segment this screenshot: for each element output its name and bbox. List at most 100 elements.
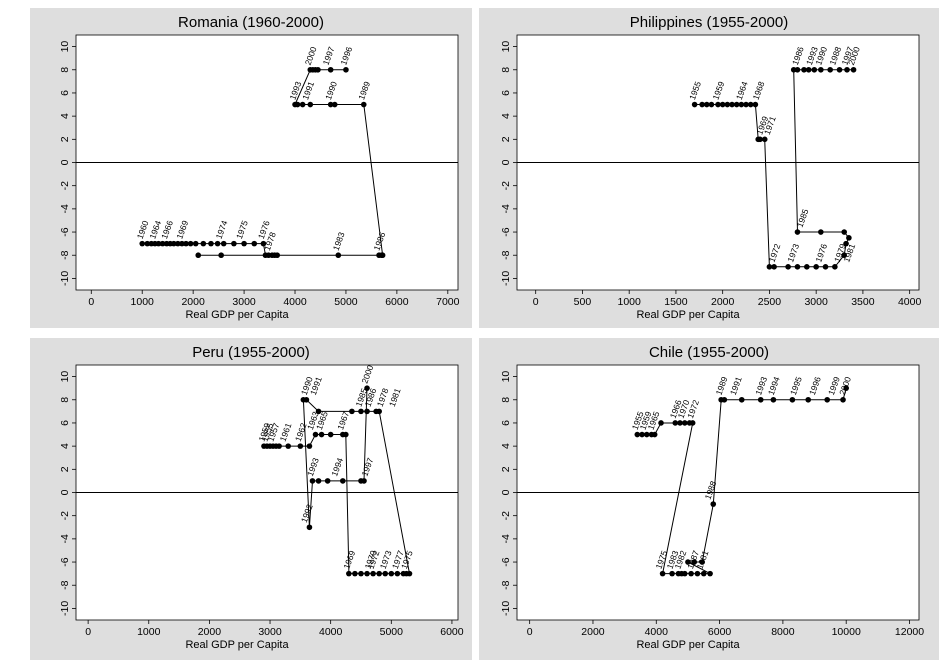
data-point [139, 240, 146, 247]
data-point [192, 240, 199, 247]
data-point [703, 101, 710, 108]
data-point [200, 240, 207, 247]
x-tick-label: 0 [527, 626, 533, 638]
series-line [637, 388, 847, 575]
data-point [312, 431, 319, 438]
data-point [218, 252, 224, 259]
data-point [276, 443, 282, 449]
y-tick-label: 2 [59, 136, 71, 142]
data-point [315, 66, 321, 73]
data-point [364, 570, 370, 577]
y-tick-label: -4 [500, 204, 512, 213]
x-tick-label: 3000 [232, 296, 256, 308]
y-tick-label: -4 [500, 534, 512, 543]
data-point [724, 101, 731, 108]
data-point [836, 66, 843, 73]
y-tick-label: -6 [59, 227, 71, 236]
data-point [285, 443, 292, 449]
y-tick-label: -8 [500, 250, 512, 259]
x-axis-label: Real GDP per Capita [636, 639, 740, 651]
x-tick-label: 1000 [131, 296, 155, 308]
data-point [170, 240, 177, 247]
y-tick-label: 10 [500, 41, 512, 53]
x-tick-label: 2000 [198, 626, 222, 638]
data-point [643, 431, 650, 438]
data-point [658, 420, 664, 426]
y-tick-label: 8 [59, 67, 71, 73]
x-tick-label: 3000 [258, 626, 282, 638]
x-tick-label: 2000 [711, 296, 735, 308]
data-point [738, 396, 745, 403]
data-point [251, 240, 258, 247]
x-axis-label: Real GDP per Capita [185, 309, 289, 321]
y-tick-label: -8 [500, 580, 512, 589]
x-tick-label: 4000 [645, 626, 669, 638]
y-tick-label: 0 [500, 489, 512, 495]
y-tick-label: -10 [59, 601, 71, 616]
data-point [794, 229, 801, 235]
data-point [672, 420, 679, 426]
y-tick-label: 6 [500, 90, 512, 96]
x-tick-label: 5000 [334, 296, 358, 308]
data-point [382, 570, 389, 577]
data-point [315, 478, 322, 484]
y-tick-label: 10 [59, 371, 71, 383]
y-tick-label: 6 [59, 420, 71, 426]
y-tick-label: 0 [500, 159, 512, 165]
data-point [361, 478, 367, 484]
data-point [155, 240, 162, 247]
y-tick-label: -2 [59, 181, 71, 190]
data-point [818, 229, 824, 235]
data-point [789, 396, 796, 403]
data-point [241, 240, 247, 247]
data-point [144, 240, 151, 247]
data-point [850, 66, 857, 73]
data-point [827, 66, 833, 73]
data-point [805, 66, 812, 73]
y-tick-label: -2 [500, 511, 512, 520]
data-point [220, 240, 227, 247]
philippines-chart-panel: Philippines (1955-2000) 0 500 1000 1500 2000 2… [479, 8, 939, 328]
x-tick-label: 1000 [137, 626, 161, 638]
data-point [406, 570, 413, 577]
data-point [761, 136, 768, 143]
data-point [700, 570, 707, 577]
data-point [721, 396, 728, 403]
y-tick-label: 8 [500, 397, 512, 403]
data-point [394, 570, 401, 577]
data-point [364, 385, 370, 391]
data-point [358, 408, 364, 415]
data-point [743, 101, 749, 108]
chile-chart-panel: Chile (1955-2000) 0 2000 4000 6000 8000 10000 1… [479, 338, 939, 660]
x-tick-label: 6000 [708, 626, 732, 638]
y-tick-label: 2 [500, 466, 512, 472]
x-axis-label: Real GDP per Capita [185, 639, 289, 651]
data-point [677, 420, 683, 426]
data-point [813, 264, 819, 270]
data-point [824, 396, 831, 403]
chart-svg: Philippines (1955-2000) 0 500 1000 1500 2000 2… [500, 14, 921, 321]
y-tick-label: -6 [500, 557, 512, 566]
data-point [844, 66, 850, 73]
data-point [339, 478, 346, 484]
y-tick-label: 0 [59, 159, 71, 165]
data-point [335, 252, 342, 259]
data-point [179, 240, 185, 247]
y-tick-label: 4 [500, 113, 512, 119]
x-tick-label: 6000 [440, 626, 464, 638]
data-point [388, 570, 395, 577]
data-point [159, 240, 166, 247]
data-point [327, 101, 334, 108]
data-point [183, 240, 189, 247]
y-tick-label: -4 [59, 534, 71, 543]
data-point [794, 264, 801, 270]
x-tick-label: 2000 [181, 296, 205, 308]
data-point [297, 443, 304, 449]
y-tick-label: 4 [59, 443, 71, 449]
data-point [370, 570, 376, 577]
data-point [343, 66, 349, 73]
data-point [689, 420, 696, 426]
data-point [710, 501, 717, 507]
x-tick-label: 2000 [581, 626, 605, 638]
data-point [231, 240, 237, 247]
